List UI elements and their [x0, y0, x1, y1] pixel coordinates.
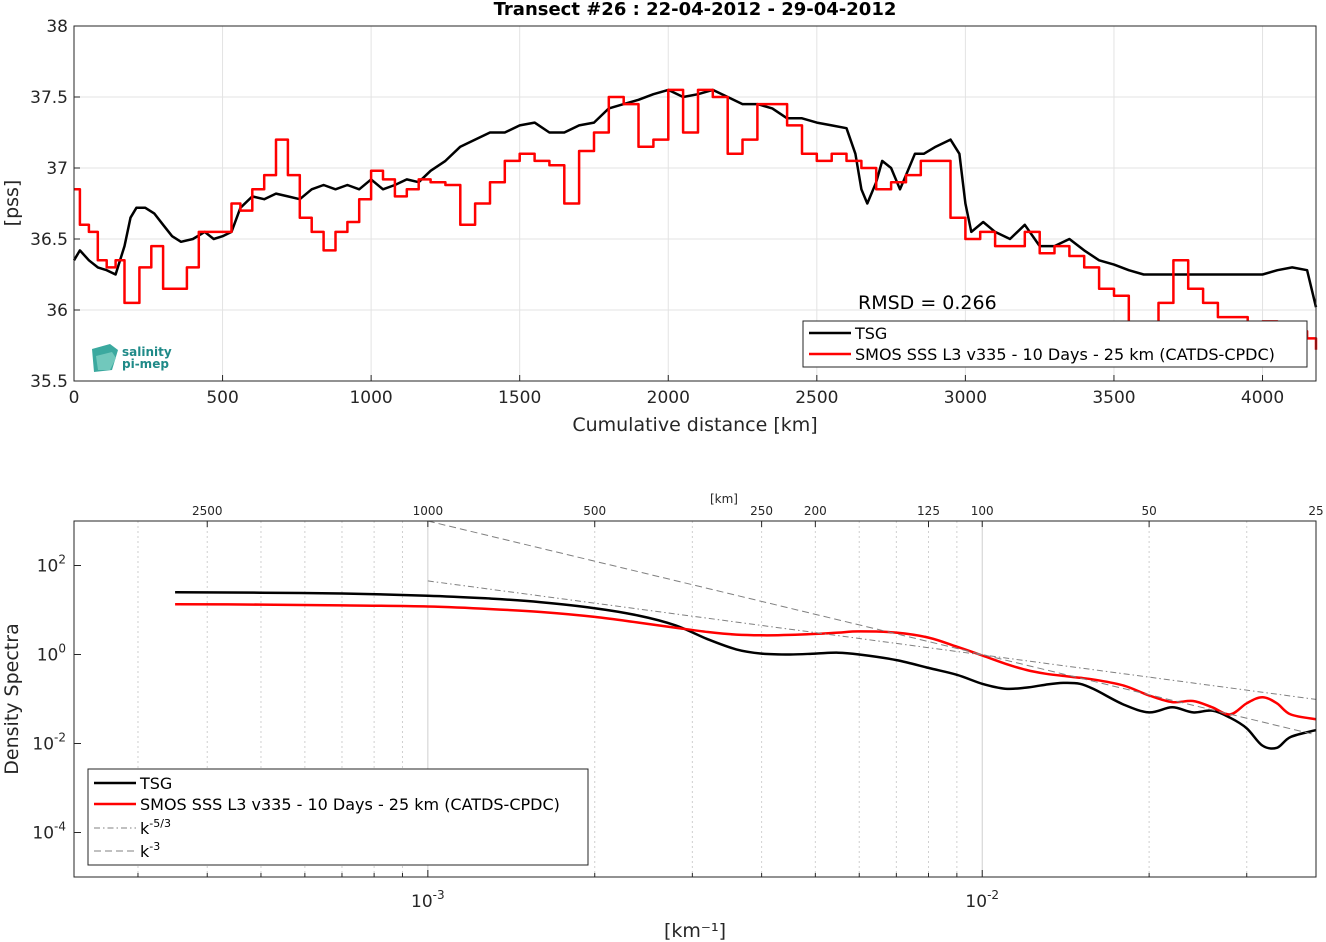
bottom-legend-label-tsg: TSG: [139, 774, 172, 793]
bottom-top-tick-label: 2500: [192, 504, 223, 518]
bottom-xlabel: [km⁻¹]: [664, 920, 726, 942]
top-legend-label-smos: SMOS SSS L3 v335 - 10 Days - 25 km (CATD…: [855, 345, 1275, 364]
bottom-legend-label-smos: SMOS SSS L3 v335 - 10 Days - 25 km (CATD…: [140, 795, 560, 814]
bottom-series-line-3: [427, 520, 1317, 736]
salinity-pi-mep-logo: salinity pi-mep: [92, 344, 172, 372]
bottom-top-tick-label: 100: [971, 504, 994, 518]
bottom-ytick-label: 10-4: [32, 820, 66, 844]
logo-text-line-2: pi-mep: [122, 357, 169, 371]
top-ytick-label: 37.5: [30, 88, 68, 108]
top-ticks: 0 500 1000 1500 2000 2500 3000 3500 4000 35.5 36 36…: [30, 17, 1284, 408]
bottom-ytick-label: 100: [37, 642, 66, 666]
top-xtick-label: 2000: [647, 388, 690, 408]
top-xtick-label: 2500: [795, 388, 838, 408]
bottom-top-tick-label: 1000: [413, 504, 444, 518]
bottom-series: [175, 520, 1317, 750]
top-ytick-label: 37: [46, 159, 68, 179]
top-xtick-label: 1500: [498, 388, 541, 408]
bottom-top-tick-label: 500: [583, 504, 606, 518]
bottom-top-tick-label: 125: [917, 504, 940, 518]
rmsd-annotation: RMSD = 0.266: [858, 292, 997, 314]
bottom-ytick-label: 102: [37, 553, 66, 577]
top-legend-box: [802, 320, 1308, 368]
top-legend: TSG SMOS SSS L3 v335 - 10 Days - 25 km (…: [802, 320, 1308, 368]
bottom-xtick-label: 10-2: [965, 888, 999, 912]
bottom-series-line-2: [427, 580, 1317, 700]
top-series: [72, 88, 1318, 350]
bottom-top-tick-label: 50: [1141, 504, 1156, 518]
top-series-line-1: [74, 88, 1318, 350]
bottom-ytick-label: 10-2: [32, 731, 66, 755]
bottom-ylabel: Density Spectra: [1, 623, 23, 774]
top-xtick-label: 3000: [944, 388, 987, 408]
bottom-top-axis-label: [km]: [710, 492, 738, 506]
top-ytick-label: 38: [46, 17, 68, 37]
top-xlabel: Cumulative distance [km]: [572, 414, 817, 436]
top-xtick-label: 3500: [1092, 388, 1135, 408]
bottom-xtick-label: 10-3: [411, 888, 445, 912]
bottom-series-line-1: [175, 602, 1317, 721]
top-chart: 0 500 1000 1500 2000 2500 3000 3500 4000 35.5 36 36…: [1, 0, 1318, 436]
top-legend-label-tsg: TSG: [854, 324, 887, 343]
top-ylabel: [pss]: [1, 180, 23, 227]
logo-text-line-1: salinity: [122, 345, 172, 359]
bottom-top-tick-label: 25: [1308, 504, 1323, 518]
top-xtick-label: 500: [206, 388, 238, 408]
bottom-axes-box: [73, 520, 1317, 878]
top-xtick-label: 4000: [1241, 388, 1284, 408]
top-series-line-0: [72, 88, 1318, 308]
top-ytick-label: 36.5: [30, 230, 68, 250]
bottom-chart: 10-3 10-2 10-4 10-2 100 102 2500 1000 500 250 200 1…: [1, 492, 1324, 942]
bottom-legend-box: [87, 768, 589, 866]
bottom-ticks: 10-3 10-2 10-4 10-2 100 102 2500 1000 500 250 200 1…: [32, 504, 1323, 912]
top-xtick-label: 1000: [349, 388, 392, 408]
top-ytick-label: 35.5: [30, 372, 68, 392]
top-ytick-label: 36: [46, 301, 68, 321]
top-axes-box: [73, 25, 1317, 382]
bottom-legend: TSG SMOS SSS L3 v335 - 10 Days - 25 km (…: [87, 768, 589, 866]
bottom-top-tick-label: 250: [750, 504, 773, 518]
top-xtick-label: 0: [69, 388, 80, 408]
bottom-top-tick-label: 200: [804, 504, 827, 518]
bottom-series-line-0: [175, 591, 1317, 750]
top-title: Transect #26 : 22-04-2012 - 29-04-2012: [494, 0, 897, 20]
